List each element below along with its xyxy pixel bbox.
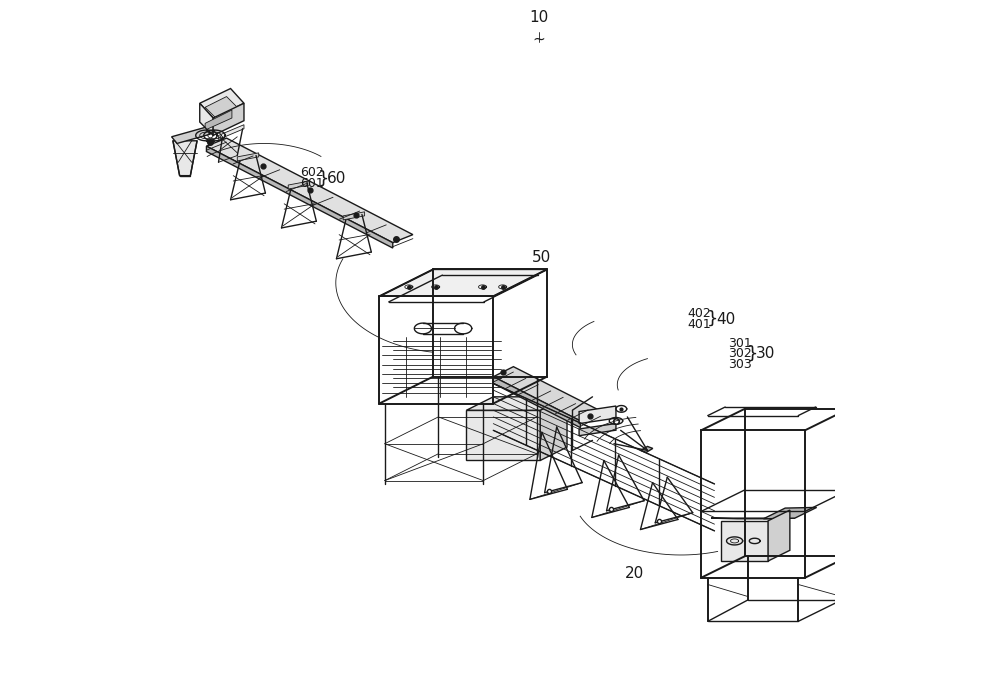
Text: ~: ~ (532, 32, 545, 46)
Text: 40: 40 (716, 312, 735, 326)
Text: 303: 303 (728, 358, 752, 371)
Text: 20: 20 (625, 565, 645, 581)
Polygon shape (173, 141, 197, 176)
Polygon shape (493, 367, 601, 421)
Text: 602: 602 (300, 166, 324, 180)
Polygon shape (768, 510, 790, 561)
Text: 302: 302 (728, 347, 752, 361)
Polygon shape (206, 146, 393, 248)
Polygon shape (579, 423, 616, 435)
Polygon shape (205, 110, 232, 130)
Text: 10: 10 (529, 10, 548, 25)
Polygon shape (721, 521, 768, 561)
Polygon shape (540, 397, 567, 460)
Text: 301: 301 (728, 336, 752, 350)
Text: 601: 601 (300, 177, 324, 190)
Text: 401: 401 (688, 318, 711, 331)
Polygon shape (172, 127, 210, 143)
Text: }: } (318, 170, 329, 187)
Polygon shape (213, 103, 244, 135)
Polygon shape (200, 103, 213, 135)
Text: }: } (706, 310, 718, 328)
Polygon shape (466, 397, 567, 411)
Polygon shape (219, 125, 244, 139)
Text: 60: 60 (327, 171, 346, 186)
Text: 50: 50 (532, 250, 551, 265)
Polygon shape (641, 446, 653, 452)
Polygon shape (200, 89, 244, 118)
Polygon shape (288, 181, 310, 189)
Polygon shape (206, 138, 413, 243)
Polygon shape (493, 377, 580, 427)
Polygon shape (579, 406, 616, 423)
Polygon shape (763, 507, 817, 519)
Polygon shape (466, 411, 540, 460)
Text: 402: 402 (688, 307, 711, 320)
Text: 30: 30 (756, 347, 775, 361)
Polygon shape (205, 96, 237, 118)
Text: }: } (747, 345, 758, 363)
Polygon shape (343, 212, 365, 220)
Polygon shape (379, 269, 547, 296)
Polygon shape (237, 153, 259, 161)
